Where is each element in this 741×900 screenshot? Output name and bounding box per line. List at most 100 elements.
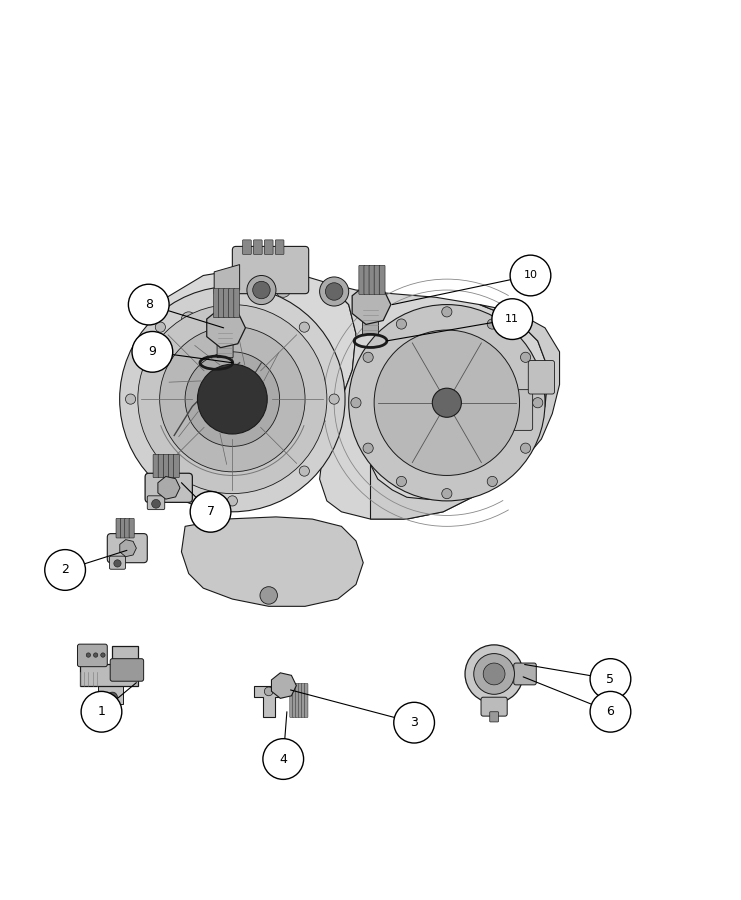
- FancyBboxPatch shape: [362, 302, 379, 335]
- Polygon shape: [98, 687, 123, 705]
- Circle shape: [119, 286, 345, 512]
- FancyBboxPatch shape: [499, 390, 533, 430]
- Circle shape: [190, 491, 231, 532]
- Circle shape: [128, 284, 169, 325]
- Circle shape: [442, 489, 452, 499]
- Circle shape: [101, 652, 105, 657]
- Polygon shape: [182, 517, 363, 607]
- Circle shape: [319, 277, 349, 306]
- Circle shape: [363, 443, 373, 454]
- Circle shape: [93, 652, 98, 657]
- FancyBboxPatch shape: [302, 683, 305, 717]
- Circle shape: [81, 691, 122, 732]
- Circle shape: [510, 255, 551, 296]
- Circle shape: [152, 500, 160, 508]
- FancyBboxPatch shape: [481, 698, 507, 716]
- Circle shape: [465, 645, 523, 703]
- Circle shape: [247, 275, 276, 304]
- Polygon shape: [254, 686, 283, 716]
- FancyBboxPatch shape: [145, 473, 193, 502]
- Polygon shape: [79, 646, 138, 687]
- Text: 10: 10: [523, 271, 537, 281]
- FancyBboxPatch shape: [217, 326, 233, 357]
- Circle shape: [253, 282, 270, 299]
- FancyBboxPatch shape: [253, 240, 262, 255]
- FancyBboxPatch shape: [78, 644, 107, 667]
- Circle shape: [263, 739, 304, 779]
- Circle shape: [86, 652, 90, 657]
- Circle shape: [351, 398, 361, 408]
- FancyBboxPatch shape: [359, 266, 365, 294]
- Circle shape: [159, 327, 305, 472]
- Circle shape: [132, 331, 173, 373]
- FancyBboxPatch shape: [110, 556, 125, 569]
- FancyBboxPatch shape: [369, 266, 375, 294]
- Circle shape: [178, 414, 193, 428]
- Circle shape: [520, 443, 531, 454]
- FancyBboxPatch shape: [275, 240, 284, 255]
- FancyBboxPatch shape: [120, 518, 125, 538]
- FancyBboxPatch shape: [265, 240, 273, 255]
- Circle shape: [473, 653, 514, 694]
- Text: 2: 2: [62, 563, 69, 577]
- Circle shape: [159, 356, 174, 370]
- FancyBboxPatch shape: [528, 361, 554, 394]
- FancyBboxPatch shape: [224, 289, 230, 318]
- FancyBboxPatch shape: [305, 683, 308, 717]
- FancyBboxPatch shape: [168, 454, 174, 478]
- FancyBboxPatch shape: [234, 289, 239, 318]
- Circle shape: [44, 550, 85, 590]
- FancyBboxPatch shape: [147, 496, 165, 509]
- Text: 9: 9: [148, 346, 156, 358]
- Text: 5: 5: [606, 672, 614, 686]
- Circle shape: [182, 311, 196, 327]
- Polygon shape: [134, 268, 356, 464]
- Circle shape: [393, 702, 434, 743]
- Text: 11: 11: [505, 314, 519, 324]
- Circle shape: [487, 476, 497, 487]
- Circle shape: [138, 304, 327, 493]
- Circle shape: [533, 398, 543, 408]
- Circle shape: [156, 466, 165, 476]
- FancyBboxPatch shape: [124, 518, 130, 538]
- Polygon shape: [214, 265, 239, 293]
- Polygon shape: [207, 308, 245, 347]
- FancyBboxPatch shape: [107, 534, 147, 562]
- FancyBboxPatch shape: [158, 454, 164, 478]
- Text: 6: 6: [607, 706, 614, 718]
- FancyBboxPatch shape: [379, 266, 385, 294]
- FancyBboxPatch shape: [293, 683, 296, 717]
- Circle shape: [276, 283, 290, 297]
- Circle shape: [520, 352, 531, 363]
- Circle shape: [114, 560, 121, 567]
- Circle shape: [396, 476, 407, 487]
- Circle shape: [442, 307, 452, 317]
- FancyBboxPatch shape: [374, 266, 380, 294]
- Circle shape: [260, 587, 277, 604]
- Circle shape: [349, 304, 545, 501]
- FancyBboxPatch shape: [233, 247, 309, 293]
- Polygon shape: [158, 476, 180, 500]
- FancyBboxPatch shape: [219, 289, 225, 318]
- Circle shape: [487, 319, 497, 329]
- FancyBboxPatch shape: [364, 266, 370, 294]
- Circle shape: [329, 394, 339, 404]
- FancyBboxPatch shape: [116, 518, 121, 538]
- Text: 7: 7: [207, 505, 215, 518]
- FancyBboxPatch shape: [490, 712, 499, 722]
- FancyBboxPatch shape: [129, 518, 134, 538]
- Polygon shape: [271, 673, 296, 698]
- Circle shape: [153, 388, 167, 402]
- FancyBboxPatch shape: [296, 683, 299, 717]
- Circle shape: [203, 334, 218, 348]
- FancyBboxPatch shape: [173, 454, 179, 478]
- Text: 3: 3: [411, 716, 418, 729]
- Circle shape: [299, 466, 310, 476]
- Polygon shape: [120, 540, 136, 557]
- FancyBboxPatch shape: [242, 240, 251, 255]
- FancyBboxPatch shape: [514, 663, 536, 685]
- FancyBboxPatch shape: [110, 659, 144, 681]
- Circle shape: [590, 659, 631, 699]
- Text: 8: 8: [144, 298, 153, 311]
- Circle shape: [374, 330, 519, 475]
